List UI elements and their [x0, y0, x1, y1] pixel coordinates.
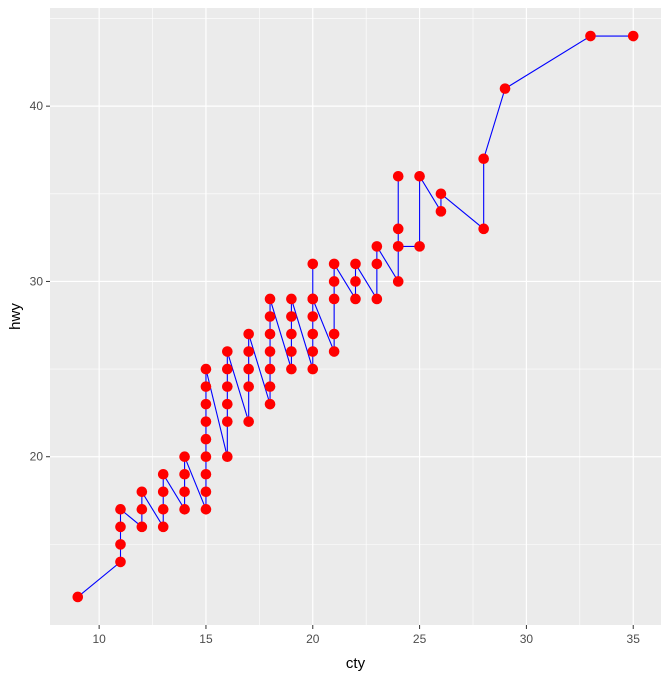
data-point — [222, 398, 233, 410]
data-point — [392, 276, 404, 287]
data-point — [200, 504, 212, 515]
data-point — [222, 363, 233, 375]
data-point — [392, 223, 404, 235]
data-point — [286, 346, 297, 357]
data-point — [115, 504, 126, 515]
data-point — [328, 346, 340, 357]
data-point — [243, 328, 254, 340]
x-tick-label: 25 — [413, 632, 427, 646]
data-point — [264, 363, 276, 375]
data-point — [264, 293, 276, 305]
data-point — [328, 258, 340, 270]
data-point — [264, 328, 276, 340]
y-tick-label: 20 — [30, 450, 44, 464]
x-axis-title: cty — [346, 655, 366, 672]
axes: 10 15 20 25 30 35 20 30 40 — [30, 99, 641, 646]
data-point — [179, 468, 190, 480]
data-point — [307, 258, 319, 270]
y-tick-label: 40 — [30, 99, 44, 113]
data-points — [72, 30, 639, 603]
data-point — [200, 363, 212, 375]
data-point — [371, 293, 383, 305]
data-point — [585, 30, 596, 42]
data-point — [392, 241, 404, 252]
data-point — [179, 504, 190, 515]
data-point — [264, 398, 276, 410]
plot-panel — [50, 8, 661, 625]
data-point — [179, 486, 190, 498]
data-point — [136, 504, 148, 515]
data-point — [286, 311, 297, 322]
y-tick-label: 30 — [30, 274, 44, 288]
data-point — [200, 398, 212, 410]
data-point — [200, 381, 212, 392]
data-point — [627, 30, 639, 42]
data-point — [200, 433, 212, 445]
data-point — [286, 293, 297, 305]
y-axis-title: hwy — [7, 303, 24, 330]
data-point — [307, 293, 319, 305]
data-point — [328, 293, 340, 305]
data-point — [371, 241, 383, 252]
data-point — [200, 451, 212, 463]
data-point — [307, 311, 319, 322]
data-point — [307, 346, 319, 357]
data-point — [200, 416, 212, 427]
x-tick-label: 15 — [199, 632, 213, 646]
data-point — [157, 486, 169, 498]
data-point — [179, 451, 190, 463]
data-point — [200, 468, 212, 480]
data-point — [264, 346, 276, 357]
data-point — [243, 416, 254, 427]
data-point — [478, 223, 489, 235]
data-point — [243, 363, 254, 375]
data-point — [222, 346, 233, 357]
data-point — [264, 381, 276, 392]
data-point — [200, 486, 212, 498]
data-point — [222, 416, 233, 427]
data-point — [499, 83, 511, 94]
data-point — [414, 241, 425, 252]
data-point — [328, 328, 340, 340]
data-point — [115, 539, 126, 550]
data-point — [478, 153, 489, 165]
data-point — [157, 521, 169, 533]
data-point — [392, 170, 404, 182]
data-point — [243, 381, 254, 392]
data-point — [115, 556, 126, 568]
x-tick-label: 30 — [520, 632, 534, 646]
data-point — [222, 381, 233, 392]
data-point — [371, 258, 383, 270]
data-point — [157, 468, 169, 480]
data-point — [157, 504, 169, 515]
data-point — [264, 311, 276, 322]
data-point — [414, 170, 425, 182]
x-tick-label: 35 — [627, 632, 641, 646]
data-point — [307, 328, 319, 340]
data-point — [243, 346, 254, 357]
data-point — [136, 521, 148, 533]
x-tick-label: 20 — [306, 632, 320, 646]
data-point — [307, 363, 319, 375]
data-point — [350, 293, 361, 305]
data-point — [435, 206, 447, 217]
data-point — [115, 521, 126, 533]
data-point — [286, 363, 297, 375]
data-point — [222, 451, 233, 463]
x-tick-label: 10 — [92, 632, 106, 646]
data-point — [286, 328, 297, 340]
data-point — [136, 486, 148, 498]
data-point — [350, 276, 361, 287]
data-point — [72, 591, 84, 603]
data-point — [328, 276, 340, 287]
data-point — [435, 188, 447, 200]
data-point — [350, 258, 361, 270]
